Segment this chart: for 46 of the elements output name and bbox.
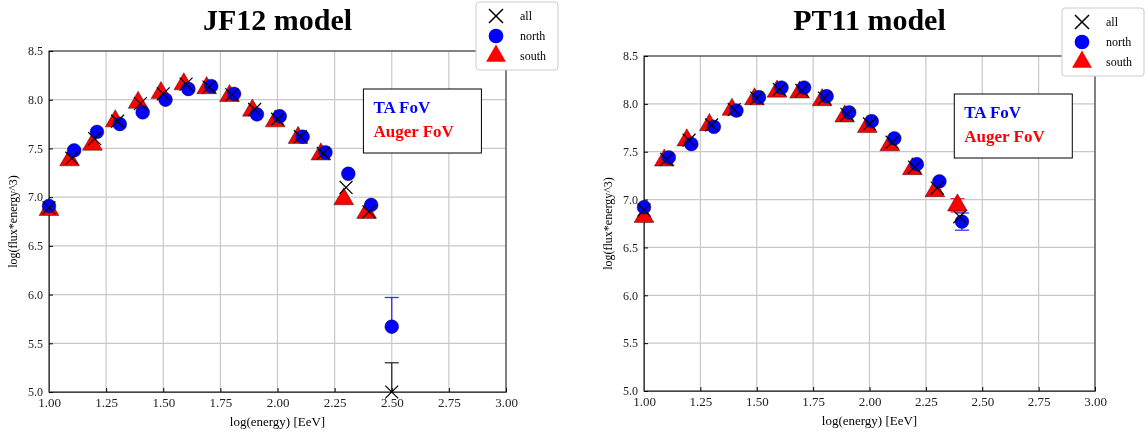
y-axis-title: log(flux*energy^3) (601, 177, 615, 270)
x-axis-title: log(energy) [EeV] (229, 414, 326, 429)
annotation: Auger FoV (373, 122, 455, 141)
x-tick-label: 2.50 (380, 395, 404, 411)
legend-label: all (520, 9, 533, 23)
y-tick-label: 7.0 (28, 190, 43, 205)
y-tick-label: 8.0 (623, 97, 638, 112)
x-tick-label: 2.50 (971, 394, 995, 410)
y-tick-label: 6.5 (28, 239, 43, 254)
legend-label: all (1106, 15, 1119, 29)
x-tick-label: 1.75 (209, 395, 233, 411)
y-tick-label: 8.5 (28, 44, 43, 59)
y-tick-label: 7.5 (623, 145, 638, 160)
y-tick-label: 8.5 (623, 49, 638, 64)
annotation: TA FoV (964, 103, 1022, 122)
x-tick-label: 1.25 (689, 394, 713, 410)
y-axis-title: log(flux*energy^3) (6, 175, 20, 268)
legend-label: south (1106, 55, 1133, 69)
y-tick-label: 8.0 (28, 93, 43, 108)
x-tick-label: 2.75 (1027, 394, 1051, 410)
y-tick-label: 7.0 (623, 192, 638, 207)
x-tick-label: 2.00 (266, 395, 290, 411)
x-tick-label: 3.00 (495, 395, 518, 411)
x-tick-label: 1.50 (745, 394, 769, 410)
x-tick-label: 2.25 (915, 394, 938, 410)
legend-label: south (520, 49, 547, 63)
y-tick-label: 5.5 (623, 336, 638, 351)
x-tick-label: 2.00 (858, 394, 882, 410)
legend-label: north (520, 29, 546, 43)
y-tick-label: 6.0 (623, 288, 638, 303)
x-tick-label: 3.00 (1084, 394, 1107, 410)
y-tick-label: 7.5 (28, 141, 43, 156)
x-tick-label: 2.75 (438, 395, 461, 411)
x-tick-label: 1.50 (152, 395, 176, 411)
x-tick-label: 1.75 (802, 394, 825, 410)
legend-label: north (1106, 35, 1132, 49)
annotation: TA FoV (373, 98, 431, 117)
y-tick-label: 6.0 (28, 287, 43, 302)
y-tick-label: 5.5 (28, 336, 43, 351)
x-tick-label: 2.25 (323, 395, 347, 411)
x-axis-title: log(energy) [EeV] (821, 413, 918, 428)
y-tick-label: 6.5 (623, 240, 638, 255)
chart-title: PT11 model (793, 3, 946, 36)
annotation: Auger FoV (964, 127, 1046, 146)
chart-title: JF12 model (202, 3, 353, 36)
x-tick-label: 1.25 (95, 395, 118, 411)
